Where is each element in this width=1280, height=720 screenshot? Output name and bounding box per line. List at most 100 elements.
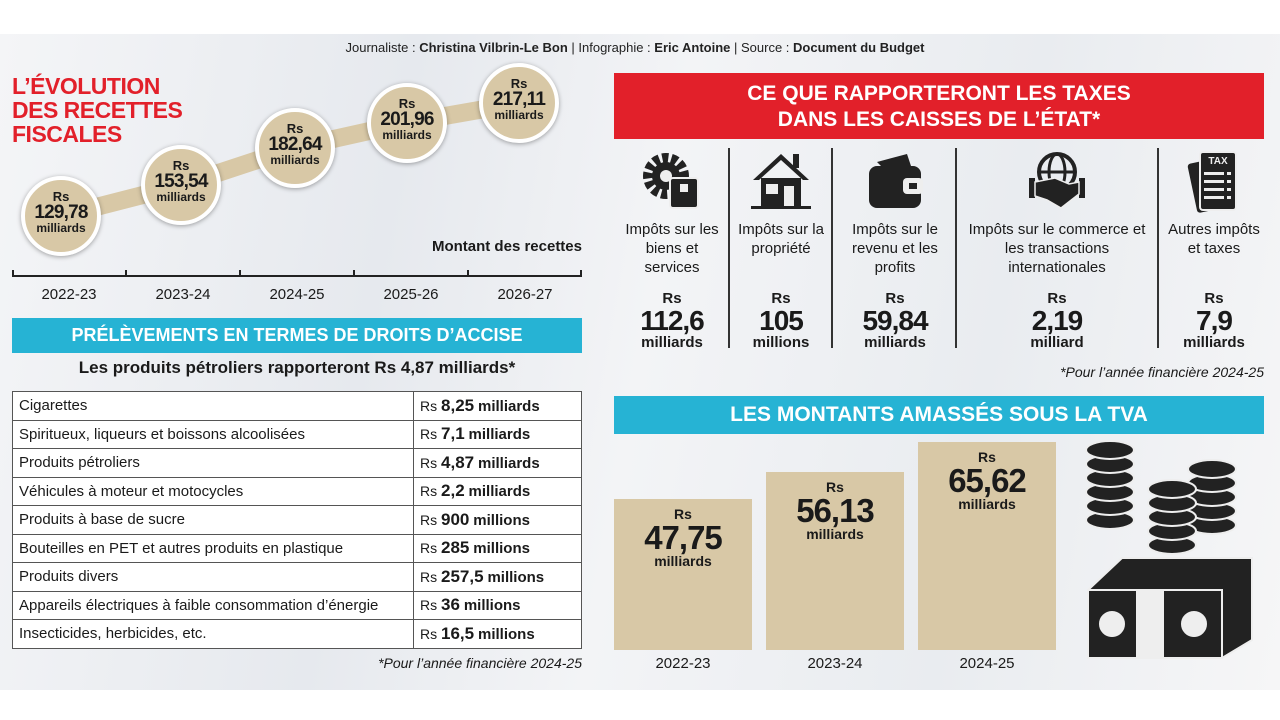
product-value: Rs 2,2 milliards bbox=[413, 476, 582, 506]
table-row: Bouteilles en PET et autres produits en … bbox=[12, 533, 582, 563]
product-value: Rs 16,5 millions bbox=[413, 619, 582, 649]
value: 8,25 bbox=[441, 395, 475, 415]
taxes-banner: CE QUE RAPPORTERONT LES TAXES DANS LES C… bbox=[614, 73, 1264, 139]
year-label: 2024-25 bbox=[269, 286, 325, 303]
revenue-unit: milliards bbox=[382, 127, 432, 142]
revenue-value: 153,54 bbox=[154, 171, 208, 193]
table-row: Cigarettes Rs 8,25 milliards bbox=[12, 391, 582, 421]
tax-value: 112,6 bbox=[640, 305, 705, 336]
tax-value: 7,9 bbox=[1196, 305, 1233, 336]
divider bbox=[955, 148, 957, 348]
tax-item-propriete: Impôts sur la propriété Rs 105 millions bbox=[732, 148, 830, 351]
accise-table: Cigarettes Rs 8,25 milliards Spiritueux, l… bbox=[12, 391, 582, 649]
revenue-unit: milliards bbox=[270, 152, 320, 167]
credit-label: | Infographie : bbox=[571, 40, 651, 55]
divider bbox=[831, 148, 833, 348]
year-label: 2022-23 bbox=[41, 286, 97, 303]
revenue-value: 129,78 bbox=[34, 202, 88, 223]
currency: Rs bbox=[172, 158, 190, 174]
credits: Journaliste : Christina Vilbrin-Le Bon |… bbox=[0, 40, 1270, 55]
product-value: Rs 257,5 millions bbox=[413, 562, 582, 592]
revenue-point: Rs 182,64 milliards bbox=[255, 107, 335, 188]
currency: Rs bbox=[420, 568, 438, 585]
banner-line: DANS LES CAISSES DE L’ÉTAT* bbox=[777, 108, 1101, 131]
product-label: Produits divers bbox=[12, 562, 414, 592]
table-row: Produits pétroliers Rs 4,87 milliards bbox=[12, 448, 582, 478]
tax-value: 2,19 bbox=[1031, 305, 1084, 336]
value: 257,5 bbox=[441, 566, 484, 586]
tva-year-label: 2022-23 bbox=[655, 655, 711, 672]
tva-value: 65,62 bbox=[948, 462, 1027, 499]
tax-unit: milliards bbox=[1183, 334, 1245, 351]
product-value: Rs 8,25 milliards bbox=[413, 391, 582, 421]
value: 7,1 bbox=[441, 424, 465, 444]
house-icon bbox=[751, 154, 811, 209]
currency: Rs bbox=[1204, 290, 1224, 307]
divider bbox=[728, 148, 730, 348]
currency: Rs bbox=[662, 290, 682, 307]
currency: Rs bbox=[1047, 290, 1067, 307]
evolution-title: L’ÉVOLUTION DES RECETTES FISCALES bbox=[12, 74, 183, 147]
currency: Rs bbox=[420, 426, 438, 443]
currency: Rs bbox=[826, 479, 844, 496]
title-line: DES RECETTES bbox=[12, 97, 183, 123]
product-label: Bouteilles en PET et autres produits en … bbox=[12, 533, 414, 563]
currency: Rs bbox=[286, 120, 304, 136]
tax-unit: milliard bbox=[1030, 334, 1084, 351]
value: 2,2 bbox=[441, 481, 465, 501]
unit: millions bbox=[473, 540, 530, 558]
product-label: Véhicules à moteur et motocycles bbox=[12, 476, 414, 506]
table-row: Appareils électriques à faible consommat… bbox=[12, 590, 582, 620]
currency: Rs bbox=[420, 511, 438, 528]
tax-item-biens-services: Impôts sur les biens et services Rs 112,… bbox=[618, 148, 726, 351]
unit: millions bbox=[463, 597, 521, 615]
tax-label: Impôts sur le commerce et les transactio… bbox=[968, 221, 1146, 276]
unit: millions bbox=[473, 511, 530, 529]
source-name: Document du Budget bbox=[793, 40, 925, 55]
product-value: Rs 4,87 milliards bbox=[413, 448, 582, 478]
tva-bar: Rs 65,62 milliards bbox=[918, 442, 1056, 650]
product-value: Rs 900 millions bbox=[413, 505, 582, 535]
year-label: 2025-26 bbox=[383, 286, 439, 303]
revenue-unit: milliards bbox=[36, 221, 86, 235]
table-row: Véhicules à moteur et motocycles Rs 2,2 m… bbox=[12, 476, 582, 506]
currency: Rs bbox=[771, 290, 791, 307]
tax-document-icon: TAX bbox=[1187, 151, 1237, 213]
product-value: Rs 7,1 milliards bbox=[413, 419, 582, 449]
year-label: 2026-27 bbox=[497, 286, 553, 303]
product-label: Spiritueux, liqueurs et boissons alcooli… bbox=[12, 419, 414, 449]
currency: Rs bbox=[885, 290, 905, 307]
currency: Rs bbox=[398, 95, 416, 111]
currency: Rs bbox=[52, 189, 70, 204]
tax-unit: milliards bbox=[864, 334, 926, 351]
tva-unit: milliards bbox=[654, 552, 712, 569]
timeline-axis bbox=[12, 270, 582, 277]
year-label: 2023-24 bbox=[155, 286, 211, 303]
unit: milliards bbox=[478, 397, 540, 415]
title-line: FISCALES bbox=[12, 121, 122, 147]
tax-label: Impôts sur les biens et services bbox=[625, 221, 719, 276]
divider bbox=[1157, 148, 1159, 348]
product-label: Cigarettes bbox=[12, 391, 414, 421]
currency: Rs bbox=[420, 625, 438, 642]
revenue-value: 201,96 bbox=[380, 108, 434, 130]
tva-bar: Rs 47,75 milliards bbox=[614, 498, 752, 650]
tax-label: Autres impôts et taxes bbox=[1168, 221, 1260, 257]
tva-unit: milliards bbox=[958, 496, 1016, 512]
tva-bar: Rs 56,13 milliards bbox=[766, 472, 904, 650]
credit-label: | Source : bbox=[734, 40, 790, 55]
table-row: Produits à base de sucre Rs 900 millions bbox=[12, 505, 582, 535]
revenue-value: 182,64 bbox=[268, 133, 322, 155]
credit-label: Journaliste : bbox=[345, 40, 416, 55]
tva-value: 56,13 bbox=[796, 492, 875, 530]
revenue-point: Rs 201,96 milliards bbox=[367, 82, 447, 163]
table-row: Produits divers Rs 257,5 millions bbox=[12, 562, 582, 592]
evolution-caption: Montant des recettes bbox=[431, 238, 582, 255]
product-value: Rs 36 millions bbox=[413, 590, 582, 620]
globe-handshake-icon bbox=[1029, 152, 1085, 209]
tax-label: Impôts sur le revenu et les profits bbox=[852, 221, 938, 276]
value: 285 bbox=[441, 538, 470, 558]
tva-unit: milliards bbox=[806, 526, 864, 543]
currency: Rs bbox=[420, 483, 438, 500]
tax-label: Impôts sur la propriété bbox=[738, 221, 824, 257]
